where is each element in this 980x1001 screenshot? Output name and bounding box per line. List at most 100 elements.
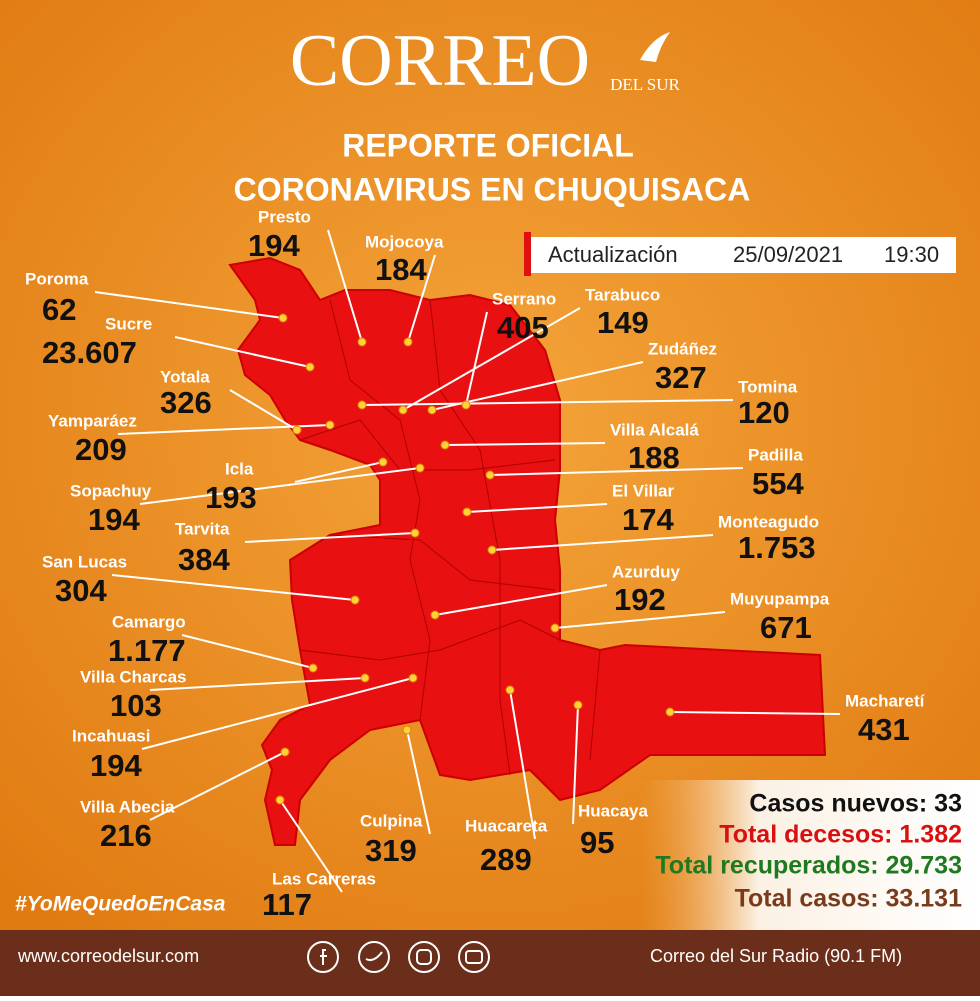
leader-line — [181, 634, 314, 669]
municipality-cases: 184 — [375, 252, 427, 287]
summary-line: Total decesos: 1.382 — [719, 821, 962, 849]
municipality-dot — [280, 747, 290, 757]
municipality-name: El Villar — [612, 481, 674, 500]
municipality-dot — [403, 337, 413, 347]
update-label: Actualización — [548, 242, 678, 267]
update-date: 25/09/2021 — [733, 242, 843, 267]
municipality-name: Huacaya — [578, 801, 648, 820]
municipality-dot — [461, 400, 471, 410]
municipality-name: Incahuasi — [72, 726, 150, 745]
municipality-name: Muyupampa — [730, 589, 830, 608]
municipality-dot — [573, 700, 583, 710]
summary-line: Total casos: 33.131 — [735, 885, 963, 913]
municipality-cases: 671 — [760, 610, 812, 645]
municipality-dot — [275, 795, 285, 805]
update-box — [528, 237, 956, 273]
leader-line — [434, 584, 608, 616]
municipality-name: Tarvita — [175, 519, 230, 538]
leader-line — [174, 336, 311, 368]
municipality-name: Villa Alcalá — [610, 420, 699, 439]
municipality-cases: 289 — [480, 842, 532, 877]
municipality-cases: 326 — [160, 385, 212, 420]
municipality-name: Culpina — [360, 811, 423, 830]
instagram-icon[interactable] — [408, 941, 440, 973]
municipality-dot — [278, 313, 288, 323]
municipality-cases: 149 — [597, 305, 649, 340]
facebook-icon[interactable] — [307, 941, 339, 973]
municipality-cases: 554 — [752, 466, 804, 501]
summary-line: Total recuperados: 29.733 — [655, 852, 962, 880]
municipality-name: Camargo — [112, 612, 186, 631]
summary-line: Casos nuevos: 33 — [749, 790, 962, 818]
leader-line — [149, 751, 286, 821]
municipality-cases: 405 — [497, 310, 549, 345]
municipality-cases: 304 — [55, 573, 107, 608]
municipality-dot — [440, 440, 450, 450]
municipality-cases: 327 — [655, 360, 707, 395]
title-line: CORONAVIRUS EN CHUQUISACA — [234, 171, 751, 207]
municipality-cases: 384 — [178, 542, 230, 577]
logo-sub: DEL SUR — [610, 75, 680, 94]
municipality-name: Macharetí — [845, 691, 926, 710]
leader-line — [139, 467, 421, 505]
leader-line — [402, 307, 581, 411]
leader-line — [361, 399, 734, 406]
municipality-cases: 209 — [75, 432, 127, 467]
leader-line — [465, 311, 488, 406]
municipality-name: Poroma — [25, 269, 89, 288]
leader-line — [94, 291, 284, 319]
leader-line — [491, 534, 714, 551]
municipality-dot — [427, 405, 437, 415]
municipality-name: Tomina — [738, 377, 798, 396]
municipality-name: Villa Abecia — [80, 797, 175, 816]
leader-line — [141, 677, 414, 750]
municipality-dot — [550, 623, 560, 633]
municipality-dot — [462, 507, 472, 517]
logo: CORREO — [290, 20, 590, 102]
municipality-dot — [292, 425, 302, 435]
social-icons — [307, 941, 490, 973]
hashtag: #YoMeQuedoEnCasa — [15, 893, 226, 916]
municipality-cases: 23.607 — [42, 335, 137, 370]
youtube-icon[interactable] — [458, 941, 490, 973]
leader-line — [294, 461, 384, 483]
municipality-name: Sopachuy — [70, 481, 152, 500]
municipality-name: San Lucas — [42, 552, 127, 571]
municipality-cases: 193 — [205, 480, 257, 515]
logo-leaf — [640, 32, 670, 62]
municipality-dot — [665, 707, 675, 717]
footer-radio: Correo del Sur Radio (90.1 FM) — [650, 946, 902, 966]
municipality-dot — [408, 673, 418, 683]
municipality-cases: 1.753 — [738, 530, 816, 565]
leader-line — [406, 729, 431, 835]
leader-line — [111, 574, 356, 601]
municipality-dot — [487, 545, 497, 555]
municipality-cases: 192 — [614, 582, 666, 617]
municipality-name: Sucre — [105, 314, 152, 333]
leader-line — [407, 254, 436, 343]
leader-line — [327, 229, 363, 343]
municipality-dot — [378, 457, 388, 467]
municipality-name: Yamparáez — [48, 411, 137, 430]
municipality-name: Padilla — [748, 445, 803, 464]
municipality-cases: 1.177 — [108, 633, 186, 668]
municipality-cases: 319 — [365, 833, 417, 868]
municipality-name: Tarabuco — [585, 285, 660, 304]
summary: Casos nuevos: 33 Total decesos: 1.382 Tota… — [655, 790, 962, 913]
leader-line — [509, 689, 536, 840]
leader-line — [229, 389, 298, 431]
municipality-cases: 117 — [262, 887, 312, 922]
twitter-icon[interactable] — [358, 941, 390, 973]
leader-line — [466, 503, 608, 513]
update-time: 19:30 — [884, 242, 939, 267]
municipality-name: Icla — [225, 459, 254, 478]
leader-line — [149, 677, 366, 691]
municipality-dot — [402, 725, 412, 735]
municipality-dot — [505, 685, 515, 695]
leader-line — [444, 442, 606, 446]
leader-line — [279, 799, 343, 893]
municipality-dot — [415, 463, 425, 473]
title-line: REPORTE OFICIAL — [342, 127, 634, 163]
summary-bg — [640, 780, 980, 930]
municipality-dot — [410, 528, 420, 538]
